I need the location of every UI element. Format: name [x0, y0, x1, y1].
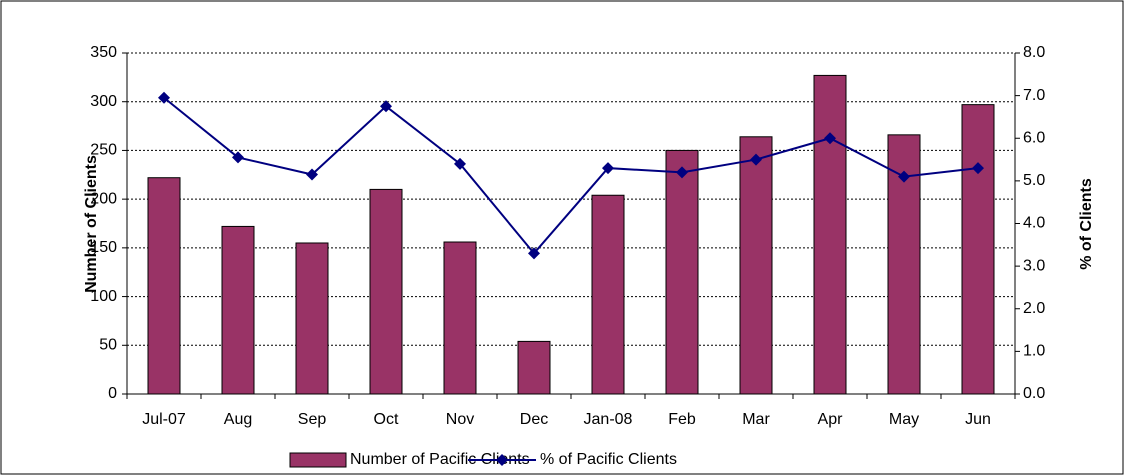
y-tick-label: 50 — [99, 337, 117, 354]
legend-swatch — [289, 452, 347, 468]
y2-tick-label: 5.0 — [1023, 172, 1045, 189]
x-tick-label: Jan-08 — [584, 411, 633, 428]
line-marker — [750, 153, 762, 166]
line — [163, 96, 979, 255]
x-tick-label: Sep — [298, 411, 327, 428]
line-marker — [232, 151, 244, 164]
line-marker — [602, 162, 614, 175]
y-tick-label: 150 — [90, 239, 117, 256]
y-tick-label: 300 — [90, 93, 117, 110]
y-tick-label: 250 — [90, 142, 117, 159]
bar — [813, 74, 847, 395]
line-marker — [676, 166, 688, 179]
bar — [369, 188, 403, 395]
bar — [443, 241, 477, 395]
x-tick-label: Feb — [668, 411, 696, 428]
bar — [665, 149, 699, 395]
y-axis-title: Number of Clients — [83, 155, 100, 293]
bar — [295, 242, 329, 395]
bar — [221, 225, 255, 395]
line-marker — [454, 157, 466, 170]
y2-tick-label: 2.0 — [1023, 300, 1045, 317]
line-marker — [898, 170, 910, 183]
x-tick-label: Apr — [818, 411, 844, 428]
y2-tick-label: 3.0 — [1023, 257, 1045, 274]
line-marker — [306, 168, 318, 181]
line-marker — [380, 100, 392, 113]
bar — [591, 194, 625, 395]
x-tick-label: Jun — [965, 411, 991, 428]
legend-label: % of Pacific Clients — [540, 451, 677, 468]
y-tick-label: 350 — [90, 44, 117, 61]
line-marker — [824, 132, 836, 145]
legend-label: Number of Pacific Clients — [350, 451, 530, 468]
x-tick-label: May — [889, 411, 919, 428]
y2-tick-label: 6.0 — [1023, 129, 1045, 146]
bar — [961, 104, 995, 395]
y2-tick-label: 4.0 — [1023, 215, 1045, 232]
line-marker — [972, 162, 984, 175]
y-tick-label: 100 — [90, 288, 117, 305]
y2-tick-label: 1.0 — [1023, 343, 1045, 360]
line-marker — [158, 91, 170, 104]
y2-tick-label: 7.0 — [1023, 87, 1045, 104]
y-tick-label: 0 — [108, 385, 117, 402]
bar — [739, 136, 773, 395]
bar — [517, 340, 551, 395]
x-tick-label: Mar — [742, 411, 770, 428]
x-tick-label: Dec — [520, 411, 548, 428]
line-marker — [528, 247, 540, 260]
x-tick-label: Oct — [374, 411, 399, 428]
x-tick-label: Aug — [224, 411, 252, 428]
x-tick-label: Nov — [446, 411, 474, 428]
x-tick-label: Jul-07 — [142, 411, 186, 428]
y-tick-label: 200 — [90, 190, 117, 207]
y2-axis-title: % of Clients — [1078, 178, 1095, 270]
y2-tick-label: 8.0 — [1023, 44, 1045, 61]
y2-tick-label: 0.0 — [1023, 385, 1045, 402]
bar — [147, 177, 181, 395]
legend-marker — [496, 454, 508, 466]
